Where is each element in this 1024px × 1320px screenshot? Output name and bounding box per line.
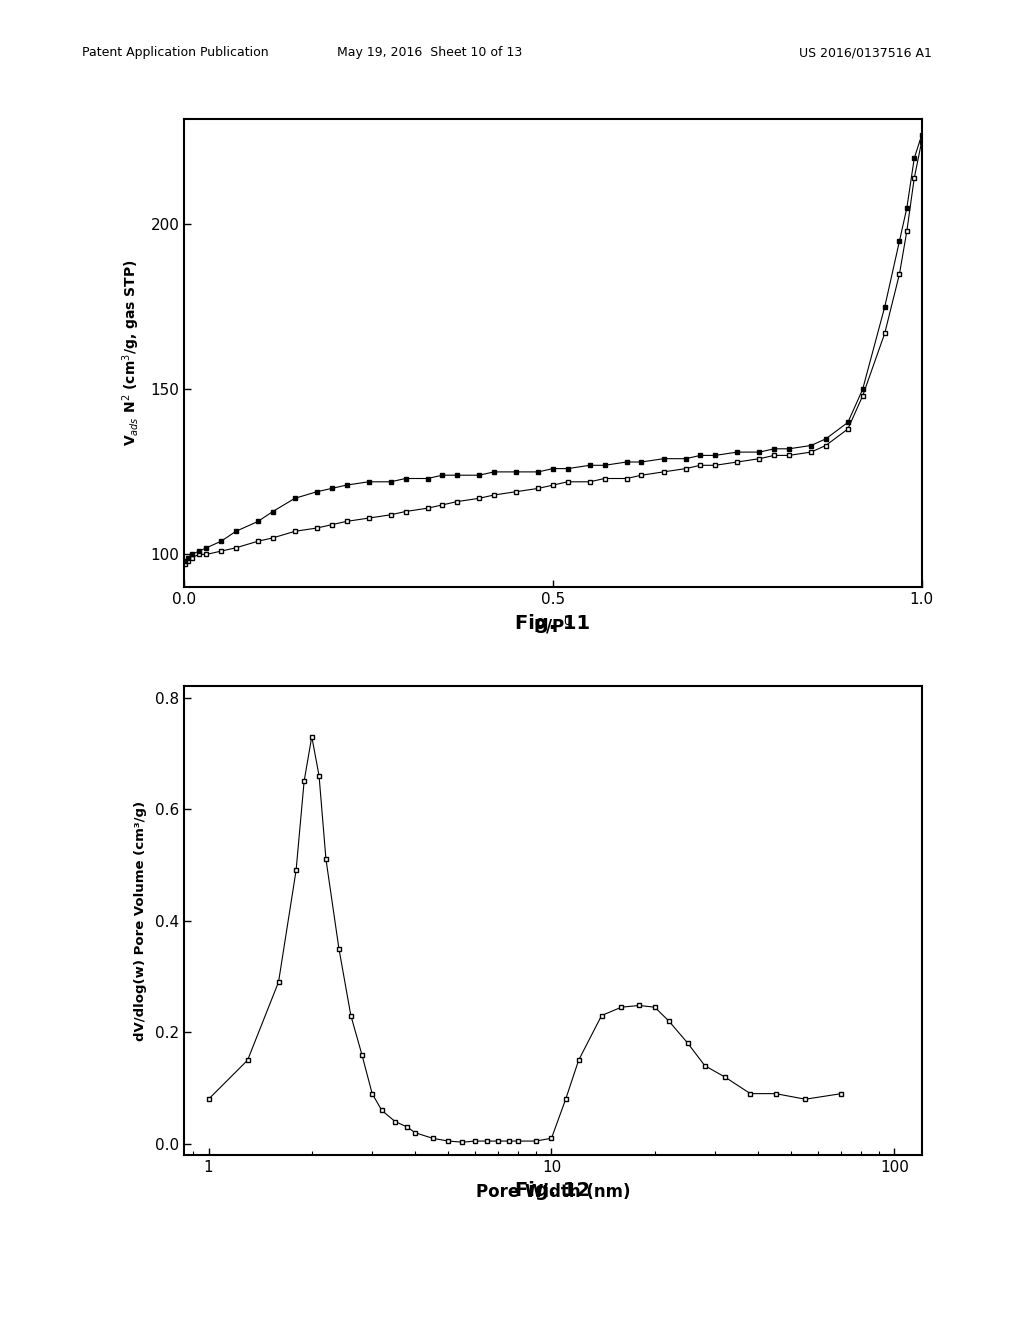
Text: Fig. 12: Fig. 12 (515, 1181, 591, 1200)
Y-axis label: V$_{ads}$ N$^2$ (cm$^3$/g, gas STP): V$_{ads}$ N$^2$ (cm$^3$/g, gas STP) (121, 260, 142, 446)
Text: US 2016/0137516 A1: US 2016/0137516 A1 (799, 46, 932, 59)
Text: May 19, 2016  Sheet 10 of 13: May 19, 2016 Sheet 10 of 13 (338, 46, 522, 59)
Text: Fig. 11: Fig. 11 (515, 614, 591, 632)
X-axis label: P/P$^0$: P/P$^0$ (534, 615, 572, 636)
Y-axis label: dV/dlog(w) Pore Volume (cm³/g): dV/dlog(w) Pore Volume (cm³/g) (134, 801, 146, 1040)
Text: Patent Application Publication: Patent Application Publication (82, 46, 268, 59)
X-axis label: Pore Width (nm): Pore Width (nm) (476, 1183, 630, 1201)
